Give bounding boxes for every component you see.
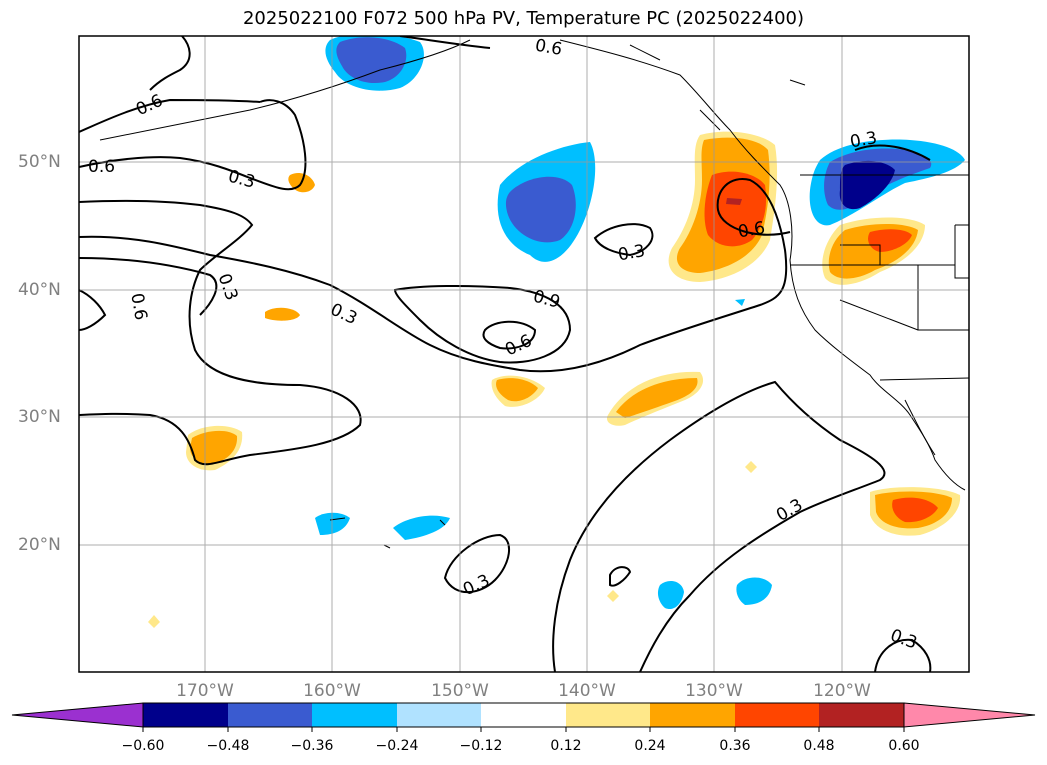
contour-label: 0.6 xyxy=(533,36,563,60)
colorbar-bin xyxy=(312,703,397,727)
lat-tick-label: 20°N xyxy=(18,535,61,555)
pv-contours xyxy=(79,36,932,672)
lon-tick-label: 120°W xyxy=(813,681,871,701)
lon-tick-label: 140°W xyxy=(558,681,616,701)
map-frame xyxy=(78,35,970,673)
colorbar-over-arrow xyxy=(903,702,1036,728)
colorbar-tick-label: −0.12 xyxy=(459,738,503,754)
lon-tick-label: 170°W xyxy=(176,681,234,701)
colorbar-bin xyxy=(143,703,228,727)
contour-label: 0.3 xyxy=(226,166,257,192)
lat-tick-label: 30°N xyxy=(18,407,61,427)
contour-label: 0.3 xyxy=(460,571,493,601)
lon-tick-label: 130°W xyxy=(685,681,743,701)
contour-label: 0.3 xyxy=(616,241,646,265)
contour-label: 0.3 xyxy=(773,495,806,526)
colorbar-tick-label: −0.60 xyxy=(121,738,165,754)
colorbar-bin xyxy=(819,703,904,727)
colorbar-bin xyxy=(481,703,566,727)
colorbar-bin xyxy=(650,703,735,727)
colorbar-tick-label: −0.36 xyxy=(290,738,334,754)
colorbar-bin xyxy=(566,703,650,727)
colorbar-under-arrow xyxy=(11,702,144,728)
coastlines xyxy=(99,39,969,549)
lat-tick-label: 50°N xyxy=(18,152,61,172)
contour-label: 0.6 xyxy=(88,157,115,177)
contour-label: 0.6 xyxy=(126,292,150,322)
colorbar-tick-label: 0.48 xyxy=(803,738,835,754)
lat-tick-label: 40°N xyxy=(18,280,61,300)
colorbar-tick-label: 0.60 xyxy=(888,738,920,754)
map-title: 2025022100 F072 500 hPa PV, Temperature … xyxy=(242,8,805,29)
colorbar-bin xyxy=(228,703,312,727)
lon-tick-label: 160°W xyxy=(303,681,361,701)
colorbar xyxy=(11,702,1036,732)
colorbar-tick-label: 0.12 xyxy=(550,738,582,754)
contour-label: 0.6 xyxy=(736,218,766,242)
lon-tick-label: 150°W xyxy=(431,681,489,701)
colorbar-tick-label: −0.48 xyxy=(206,738,250,754)
contour-label: 0.3 xyxy=(214,271,242,303)
contour-label: 0.3 xyxy=(848,128,878,152)
colorbar-tick-label: 0.36 xyxy=(719,738,751,754)
gridlines xyxy=(79,36,969,672)
colorbar-bin xyxy=(735,703,819,727)
contour-label: 0.3 xyxy=(887,625,919,653)
contour-labels: 0.6 0.6 0.6 0.3 0.3 0.6 0.3 0.3 0.6 0.9 … xyxy=(88,36,920,654)
map-content: 0.6 0.6 0.6 0.3 0.3 0.6 0.3 0.3 0.6 0.9 … xyxy=(79,36,969,672)
colorbar-tick-label: −0.24 xyxy=(375,738,419,754)
colorbar-bin xyxy=(397,703,481,727)
contour-label: 0.6 xyxy=(133,91,166,121)
colorbar-tick-label: 0.24 xyxy=(634,738,666,754)
contour-label: 0.6 xyxy=(502,331,535,361)
